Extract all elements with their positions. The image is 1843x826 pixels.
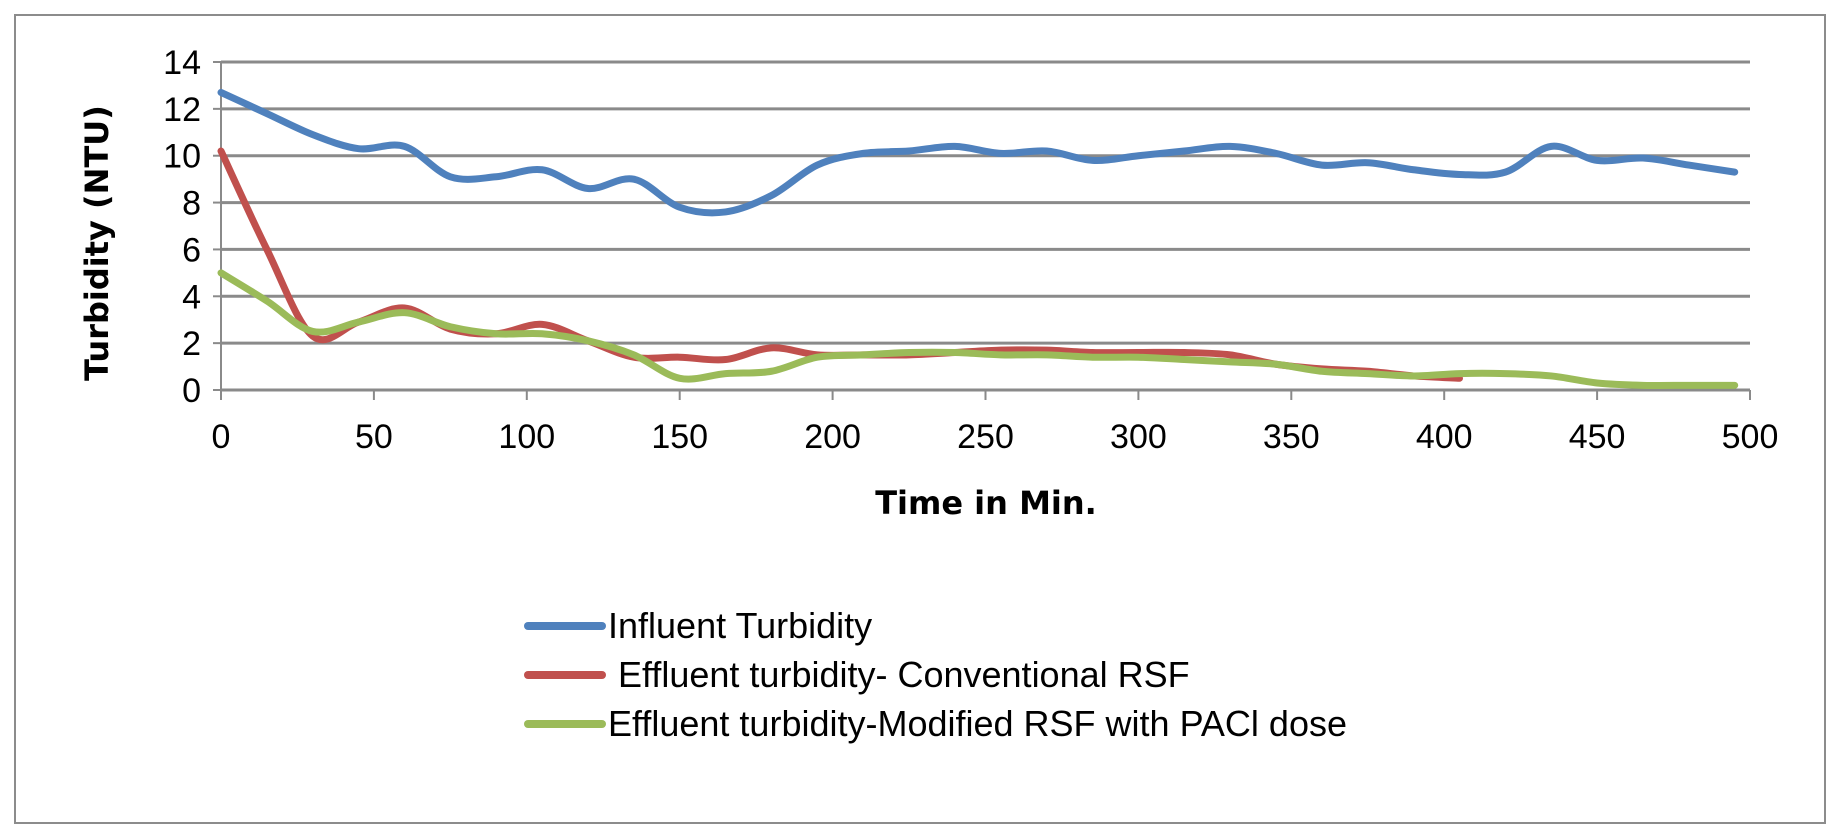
x-tick-label: 200: [804, 418, 861, 456]
x-tick-label: 0: [212, 418, 231, 456]
gridlines: [221, 62, 1750, 343]
series-0: [221, 92, 1735, 212]
y-tick-label: 12: [163, 91, 201, 129]
x-axis-title: Time in Min.: [875, 484, 1097, 522]
y-tick-labels: 0 2 4 6 8 10 12 14: [163, 44, 201, 410]
legend-label-2: Effluent turbidity-Modified RSF with PAC…: [608, 703, 1347, 744]
x-tick-label: 500: [1722, 418, 1779, 456]
series-line-2: [221, 273, 1735, 386]
y-tick-label: 4: [182, 278, 201, 316]
x-tick-label: 400: [1416, 418, 1473, 456]
y-tick-label: 0: [182, 372, 201, 410]
y-tick-label: 8: [182, 185, 201, 223]
x-tick-label: 150: [651, 418, 708, 456]
x-tick-label: 250: [957, 418, 1014, 456]
x-tick-label: 450: [1569, 418, 1626, 456]
x-tick-labels: 0 50 100 150 200 250 300 350 400 450 500: [212, 418, 1779, 456]
legend-label-0: Influent Turbidity: [608, 605, 872, 646]
legend-label-1: Effluent turbidity- Conventional RSF: [608, 654, 1190, 695]
legend-item-1: Effluent turbidity- Conventional RSF: [528, 654, 1190, 695]
line-chart: 0 2 4 6 8 10 12 14 0 50 100 150 200 250 300 350 400 450 5…: [16, 16, 1828, 826]
legend: Influent Turbidity Effluent turbidity- C…: [528, 605, 1347, 744]
x-tick-label: 50: [355, 418, 393, 456]
legend-item-0: Influent Turbidity: [528, 605, 872, 646]
y-tick-label: 6: [182, 231, 201, 269]
y-axis-title: Turbidity (NTU): [78, 105, 116, 381]
y-tick-label: 14: [163, 44, 201, 82]
x-tick-label: 300: [1110, 418, 1167, 456]
series-line-0: [221, 92, 1735, 212]
chart-frame: 0 2 4 6 8 10 12 14 0 50 100 150 200 250 300 350 400 450 5…: [14, 14, 1826, 824]
y-tick-label: 2: [182, 325, 201, 363]
legend-item-2: Effluent turbidity-Modified RSF with PAC…: [528, 703, 1347, 744]
x-tick-label: 350: [1263, 418, 1320, 456]
x-tick-label: 100: [498, 418, 555, 456]
series-2: [221, 273, 1735, 386]
y-tick-label: 10: [163, 138, 201, 176]
series-lines: [221, 92, 1735, 385]
